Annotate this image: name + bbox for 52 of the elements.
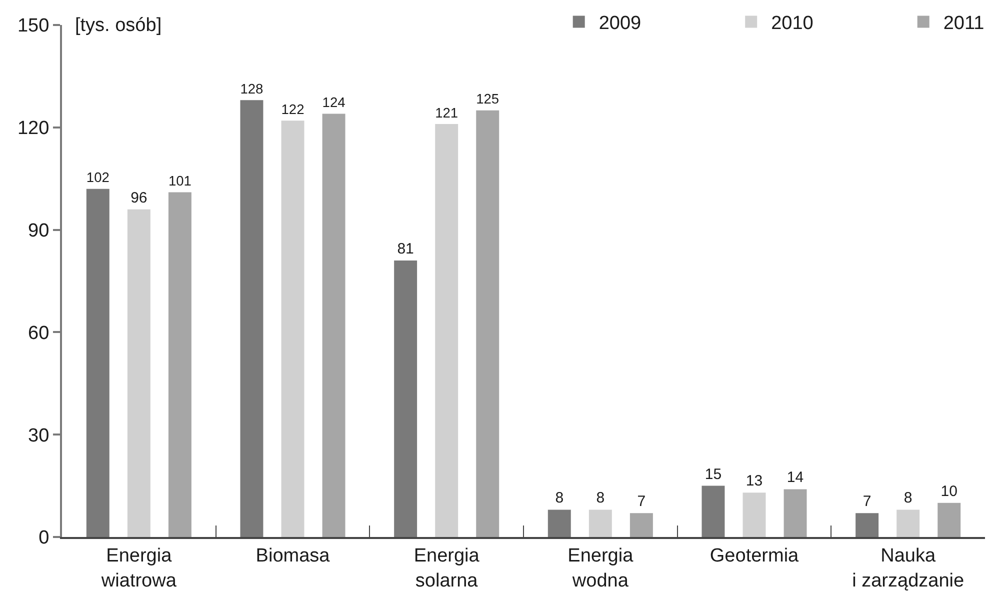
legend-label: 2010 xyxy=(771,13,814,34)
bar xyxy=(938,502,961,537)
data-label: 125 xyxy=(476,92,500,107)
bar xyxy=(168,192,192,537)
bar xyxy=(548,510,571,537)
data-label: 96 xyxy=(130,189,148,206)
y-tick-label: 30 xyxy=(28,425,50,446)
bar xyxy=(127,209,150,537)
x-tick-label: Biomasa xyxy=(256,546,330,567)
bar xyxy=(742,492,766,537)
bar xyxy=(702,486,725,537)
data-label: 102 xyxy=(86,170,110,186)
x-tick-label: Energia wodna xyxy=(568,546,634,592)
data-label: 14 xyxy=(786,469,804,486)
y-tick-label: 90 xyxy=(28,220,50,242)
x-tick-label: Energia wiatrowa xyxy=(100,546,177,592)
y-tick-label: 0 xyxy=(38,528,50,549)
data-label: 128 xyxy=(240,81,264,96)
bar xyxy=(856,513,879,537)
bar xyxy=(281,120,304,537)
bar xyxy=(240,100,264,537)
bar xyxy=(896,510,920,537)
bar xyxy=(435,124,458,537)
x-tick-label: Energia solarna xyxy=(414,546,480,592)
bar xyxy=(784,489,807,537)
bar xyxy=(588,510,612,537)
legend-label: 2011 xyxy=(943,13,984,34)
bar xyxy=(86,188,110,537)
y-tick-label: 120 xyxy=(17,118,50,140)
data-label: 8 xyxy=(555,490,564,507)
data-label: 121 xyxy=(435,105,458,120)
data-label: 10 xyxy=(940,482,958,500)
bar xyxy=(322,114,346,537)
data-label: 15 xyxy=(704,466,722,483)
bar xyxy=(394,260,418,537)
data-label: 13 xyxy=(746,472,763,490)
data-label: 124 xyxy=(322,95,346,110)
bar xyxy=(476,110,500,537)
data-label: 8 xyxy=(904,490,912,507)
data-label: 8 xyxy=(596,490,605,507)
x-tick-label: Geotermia xyxy=(710,546,800,567)
data-label: 122 xyxy=(281,102,304,117)
data-label: 7 xyxy=(637,493,646,510)
y-tick-label: 60 xyxy=(28,322,50,344)
data-label: 101 xyxy=(168,174,192,189)
data-label: 81 xyxy=(397,240,414,258)
x-tick-label: Nauka i zarządzanie xyxy=(852,546,964,592)
y-axis-title: [tys. osób] xyxy=(75,15,162,36)
legend-label: 2009 xyxy=(598,13,642,34)
y-tick-label: 150 xyxy=(17,16,50,37)
bar xyxy=(630,513,653,537)
data-label: 7 xyxy=(862,493,872,510)
